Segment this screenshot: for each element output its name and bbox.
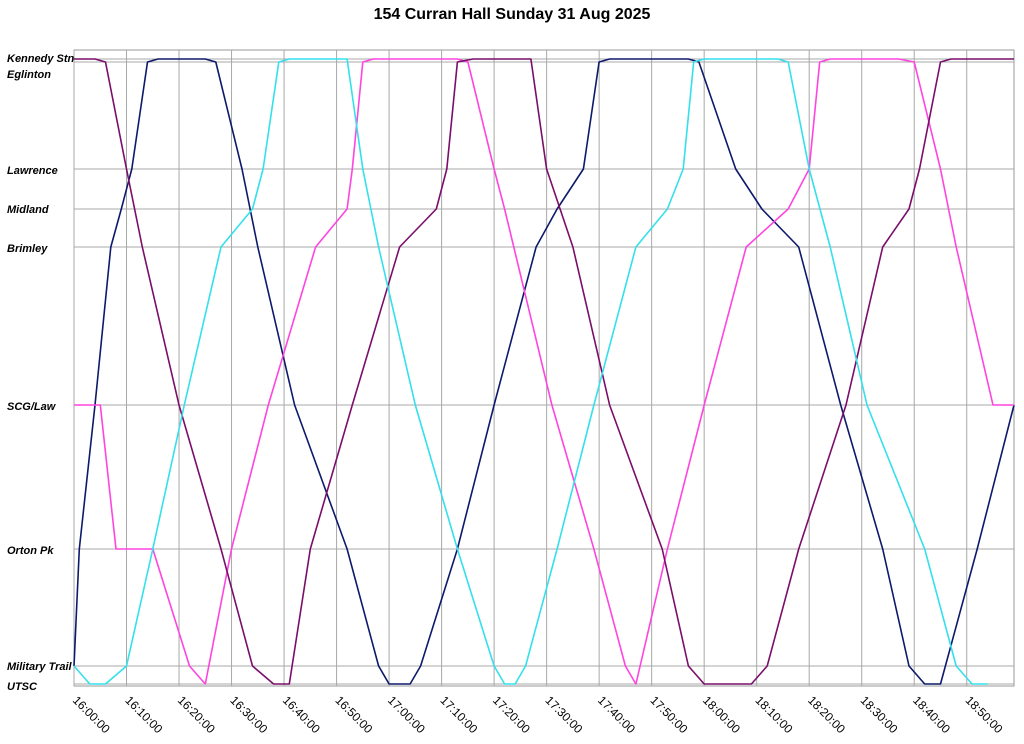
time-tick-label: 18:20:00	[805, 693, 848, 736]
time-tick-label: 18:50:00	[963, 693, 1006, 736]
time-tick-label: 17:40:00	[595, 693, 638, 736]
time-tick-label: 16:20:00	[175, 693, 218, 736]
time-tick-label: 16:00:00	[70, 693, 113, 736]
stop-label: Military Trail	[7, 661, 73, 673]
stop-label: Orton Pk	[7, 545, 54, 557]
time-tick-label: 17:30:00	[543, 693, 586, 736]
time-tick-label: 18:00:00	[700, 693, 743, 736]
time-tick-label: 18:30:00	[858, 693, 901, 736]
time-tick-label: 16:40:00	[280, 693, 323, 736]
time-labels: 16:00:00 16:10:00 16:20:00 16:30:00 16:40:00…	[70, 693, 1006, 736]
time-tick-label: 18:10:00	[753, 693, 796, 736]
time-tick-label: 17:00:00	[385, 693, 428, 736]
time-tick-label: 17:20:00	[490, 693, 533, 736]
time-tick-label: 17:50:00	[648, 693, 691, 736]
stop-label: UTSC	[7, 681, 38, 693]
time-tick-label: 16:30:00	[227, 693, 270, 736]
stop-label: Kennedy Stn	[7, 53, 75, 65]
bus-trace	[74, 58, 1014, 685]
stop-label: Brimley	[7, 243, 48, 255]
stop-label: Lawrence	[7, 165, 58, 177]
stop-label: SCG/Law	[7, 401, 57, 413]
time-tick-label: 18:40:00	[910, 693, 953, 736]
grid	[73, 49, 1015, 687]
time-tick-label: 16:10:00	[122, 693, 165, 736]
bus-trace	[73, 58, 988, 685]
stop-labels: Kennedy Stn Eglinton Lawrence Midland Brimle…	[7, 53, 75, 693]
time-tick-label: 16:50:00	[332, 693, 375, 736]
stop-label: Eglinton	[7, 69, 51, 81]
bus-traces	[73, 58, 1015, 685]
bus-trace	[74, 58, 1014, 685]
stop-label: Midland	[7, 204, 49, 216]
chart-title: 154 Curran Hall Sunday 31 Aug 2025	[373, 6, 651, 23]
time-tick-label: 17:10:00	[437, 693, 480, 736]
